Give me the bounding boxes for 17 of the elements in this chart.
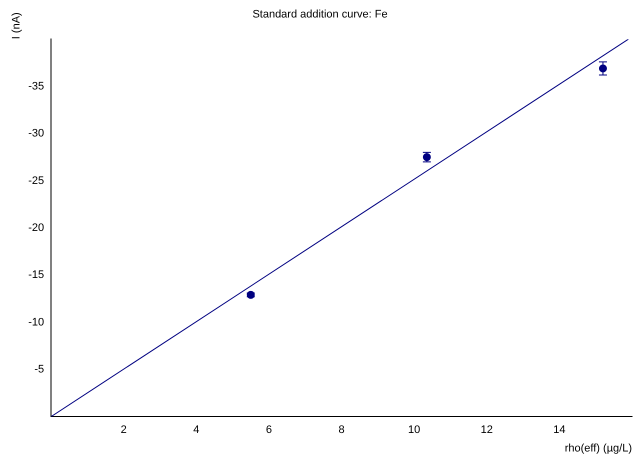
y-tick-label: -10 — [28, 316, 44, 328]
x-tick-label: 2 — [120, 424, 127, 436]
x-tick-label: 14 — [553, 424, 566, 436]
y-tick-label: -30 — [28, 128, 44, 140]
x-tick-label: 8 — [338, 424, 345, 436]
y-tick-label: -20 — [28, 222, 44, 234]
y-tick-label: -25 — [28, 174, 44, 187]
chart-title: Standard addition curve: Fe — [252, 8, 388, 21]
x-tick-label: 4 — [193, 424, 200, 436]
y-tick-label: -35 — [28, 80, 44, 92]
x-axis-title: rho(eff) (µg/L) — [564, 442, 632, 454]
y-tick-label: -5 — [34, 363, 44, 376]
x-tick-label: 10 — [408, 424, 420, 436]
x-tick-label: 6 — [266, 424, 272, 436]
y-axis-title: I (nA) — [10, 12, 23, 40]
y-tick-label: -15 — [28, 269, 44, 282]
x-tick-label: 12 — [480, 424, 493, 436]
